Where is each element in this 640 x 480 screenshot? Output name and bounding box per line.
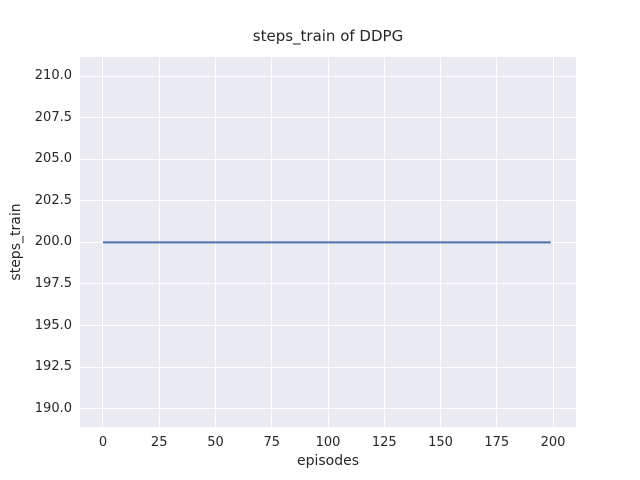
x-tick-label: 75 (263, 435, 280, 450)
x-tick-label: 175 (484, 435, 510, 450)
y-tick-label: 207.5 (34, 109, 72, 125)
y-tick-label: 210.0 (34, 68, 72, 84)
y-gridline (80, 408, 576, 410)
y-tick-label: 205.0 (34, 151, 72, 167)
x-tick-label: 150 (428, 435, 453, 450)
x-tick-label: 100 (315, 435, 341, 450)
y-tick-label: 190.0 (34, 400, 72, 416)
y-gridline (80, 366, 576, 368)
y-gridline (80, 200, 576, 202)
y-gridline (80, 325, 576, 327)
x-tick-label: 0 (98, 435, 108, 450)
y-tick-label: 192.5 (34, 359, 72, 375)
series-layer (102, 241, 551, 244)
x-tick-label: 50 (207, 435, 224, 450)
y-gridline (80, 158, 576, 160)
y-gridline (80, 75, 576, 77)
y-tick-label: 195.0 (34, 317, 72, 333)
y-gridline (80, 117, 576, 119)
y-tick-label: 202.5 (34, 192, 72, 208)
x-tick-label: 25 (150, 435, 168, 450)
y-tick-label: 200.0 (34, 234, 72, 250)
chart-title: steps_train of DDPG (252, 27, 404, 45)
y-tick-label: 197.5 (34, 275, 72, 291)
plot-area (80, 57, 576, 427)
x-axis-label: episodes (296, 453, 360, 469)
x-tick-label: 200 (540, 435, 566, 450)
y-gridline (80, 283, 576, 285)
x-tick-label: 125 (371, 435, 397, 450)
